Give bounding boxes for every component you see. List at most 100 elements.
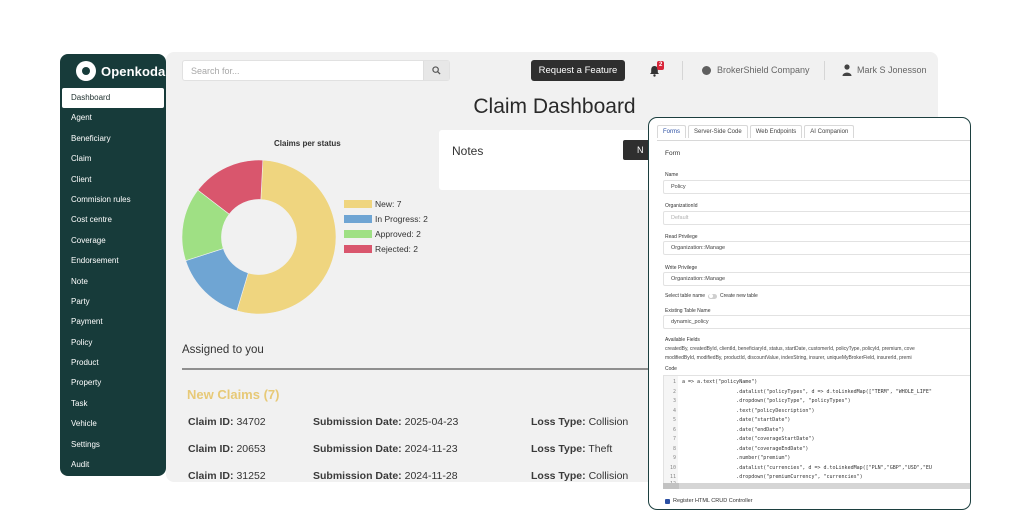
sidebar-nav: Dashboard Agent Beneficiary Claim Client… bbox=[60, 88, 166, 475]
submission-date-cell: Submission Date: 2025-04-23 bbox=[313, 416, 458, 428]
line-number: 10 bbox=[669, 464, 676, 471]
select-table-label: Select table name bbox=[665, 293, 706, 299]
code-line: 11 .dropdown("premiumCurrency", "currenc… bbox=[664, 473, 863, 483]
code-line: 3 .dropdown("policyType", "policyTypes") bbox=[664, 397, 851, 407]
claim-id-key: Claim ID: bbox=[188, 416, 234, 428]
sidebar-item-dashboard[interactable]: Dashboard bbox=[62, 88, 164, 109]
legend-item-rejected[interactable]: Rejected: 2 bbox=[344, 241, 428, 256]
code-editor[interactable]: 1 a => a.text("policyName") 2 .datalist("… bbox=[663, 375, 970, 488]
code-line: 5 .date("startDate") bbox=[664, 416, 790, 426]
donut-slice-new[interactable] bbox=[236, 159, 337, 315]
claim-id-cell: Claim ID: 20653 bbox=[188, 443, 266, 455]
code-text: .date("endDate") bbox=[682, 426, 785, 433]
register-controller-label: Register HTML CRUD Controller bbox=[673, 498, 753, 504]
create-table-toggle[interactable] bbox=[708, 293, 718, 299]
form-editor-window: Forms Server-Side Code Web Endpoints AI … bbox=[648, 117, 971, 510]
donut-slice-rejected[interactable] bbox=[197, 159, 264, 215]
search-button[interactable] bbox=[423, 61, 449, 80]
code-line: 8 .date("coverageEndDate") bbox=[664, 445, 808, 455]
loss-type-key: Loss Type: bbox=[531, 416, 586, 428]
sidebar-item-beneficiary[interactable]: Beneficiary bbox=[71, 133, 111, 143]
claim-id-key: Claim ID: bbox=[188, 470, 234, 482]
new-claims-heading[interactable]: New Claims (7) bbox=[187, 387, 280, 402]
notifications-button[interactable]: 2 bbox=[649, 61, 665, 78]
submission-date-key: Submission Date: bbox=[313, 443, 402, 455]
legend-swatch-approved bbox=[344, 229, 372, 238]
code-line: 6 .date("endDate") bbox=[664, 426, 784, 436]
sidebar-item-note[interactable]: Note bbox=[71, 276, 88, 286]
code-gutter bbox=[664, 376, 678, 487]
register-controller-row: Register HTML CRUD Controller bbox=[665, 498, 753, 504]
loss-type-key: Loss Type: bbox=[531, 470, 586, 482]
sidebar-item-commision-rules[interactable]: Commision rules bbox=[71, 194, 131, 204]
sidebar-item-agent[interactable]: Agent bbox=[71, 113, 92, 123]
existing-table-field[interactable]: dynamic_policy bbox=[663, 315, 970, 329]
register-controller-checkbox[interactable] bbox=[665, 498, 670, 504]
code-text: .datalist("policyTypes", d => d.toLinked… bbox=[682, 388, 932, 395]
openkoda-logo-icon bbox=[76, 61, 96, 81]
company-icon bbox=[702, 66, 711, 75]
legend-item-in-progress[interactable]: In Progress: 2 bbox=[344, 212, 428, 227]
sidebar-item-vehicle[interactable]: Vehicle bbox=[71, 419, 97, 429]
submission-date-cell: Submission Date: 2024-11-23 bbox=[313, 443, 458, 455]
loss-type-cell: Loss Type: Theft bbox=[531, 443, 612, 455]
loss-type-cell: Loss Type: Collision bbox=[531, 470, 628, 482]
organization-id-field[interactable]: Default bbox=[663, 211, 970, 225]
legend-swatch-in-progress bbox=[344, 215, 372, 224]
code-text: .dropdown("premiumCurrency", "currencies… bbox=[682, 474, 863, 480]
code-text: .text("policyDescription") bbox=[682, 407, 815, 414]
sidebar-item-client[interactable]: Client bbox=[71, 174, 92, 184]
sidebar-item-property[interactable]: Property bbox=[71, 378, 102, 388]
sidebar-item-endorsement[interactable]: Endorsement bbox=[71, 256, 119, 266]
code-line: 10 .datalist("currencies", d => d.toLink… bbox=[664, 464, 932, 474]
tab-ai-companion[interactable]: AI Companion bbox=[804, 125, 855, 138]
line-number: 5 bbox=[672, 417, 676, 423]
line-number: 6 bbox=[672, 426, 676, 433]
sidebar-item-party[interactable]: Party bbox=[71, 296, 90, 306]
company-selector[interactable]: BrokerShield Company bbox=[717, 65, 810, 75]
line-number: 4 bbox=[672, 407, 676, 414]
submission-date-value: 2025-04-23 bbox=[404, 416, 459, 428]
tabs-divider bbox=[657, 140, 970, 141]
code-line: 9 .number("premium") bbox=[664, 454, 790, 464]
claim-row[interactable]: Claim ID: 20653 Submission Date: 2024-11… bbox=[166, 443, 938, 457]
sidebar-item-payment[interactable]: Payment bbox=[71, 317, 103, 327]
notification-badge: 2 bbox=[657, 61, 665, 70]
claim-row[interactable]: Claim ID: 31252 Submission Date: 2024-11… bbox=[166, 470, 938, 482]
brand-logo[interactable]: Openkoda bbox=[60, 54, 166, 88]
bell-icon bbox=[650, 66, 659, 77]
search-input[interactable] bbox=[183, 61, 425, 80]
sidebar-item-coverage[interactable]: Coverage bbox=[71, 235, 106, 245]
code-horizontal-scrollbar[interactable] bbox=[663, 483, 970, 489]
user-menu[interactable]: Mark S Jonesson bbox=[857, 65, 927, 75]
name-field[interactable]: Policy bbox=[663, 180, 970, 194]
code-text: .date("coverageEndDate") bbox=[682, 445, 809, 452]
user-icon bbox=[842, 64, 852, 76]
notes-title: Notes bbox=[452, 144, 484, 158]
sidebar-item-task[interactable]: Task bbox=[71, 398, 88, 408]
create-table-label: Create new table bbox=[720, 293, 758, 299]
write-privilege-select[interactable]: Organization::Manage bbox=[663, 272, 970, 286]
legend-item-new[interactable]: New: 7 bbox=[344, 197, 428, 212]
read-privilege-select[interactable]: Organization::Manage bbox=[663, 241, 970, 255]
sidebar: Openkoda Dashboard Agent Beneficiary Cla… bbox=[60, 54, 166, 476]
sidebar-item-policy[interactable]: Policy bbox=[71, 337, 93, 347]
tab-forms[interactable]: Forms bbox=[657, 125, 686, 138]
available-fields-line: createdBy, createdById, clientId, benefi… bbox=[665, 346, 915, 352]
claim-row[interactable]: Claim ID: 34702 Submission Date: 2025-04… bbox=[166, 416, 938, 430]
sidebar-item-product[interactable]: Product bbox=[71, 358, 99, 368]
sidebar-item-cost-centre[interactable]: Cost centre bbox=[71, 215, 112, 225]
line-number: 8 bbox=[672, 445, 676, 452]
tab-web-endpoints[interactable]: Web Endpoints bbox=[749, 125, 803, 138]
sidebar-item-settings[interactable]: Settings bbox=[71, 439, 100, 449]
legend-item-approved[interactable]: Approved: 2 bbox=[344, 227, 428, 242]
chart-title: Claims per status bbox=[274, 139, 341, 148]
sidebar-item-claim[interactable]: Claim bbox=[71, 154, 92, 164]
request-feature-button[interactable]: Request a Feature bbox=[531, 60, 625, 81]
sidebar-item-audit[interactable]: Audit bbox=[71, 460, 90, 470]
line-number: 3 bbox=[672, 398, 676, 404]
claim-id-value: 20653 bbox=[236, 443, 266, 455]
tab-server-side-code[interactable]: Server-Side Code bbox=[688, 125, 748, 138]
claims-status-donut-chart bbox=[181, 159, 337, 315]
